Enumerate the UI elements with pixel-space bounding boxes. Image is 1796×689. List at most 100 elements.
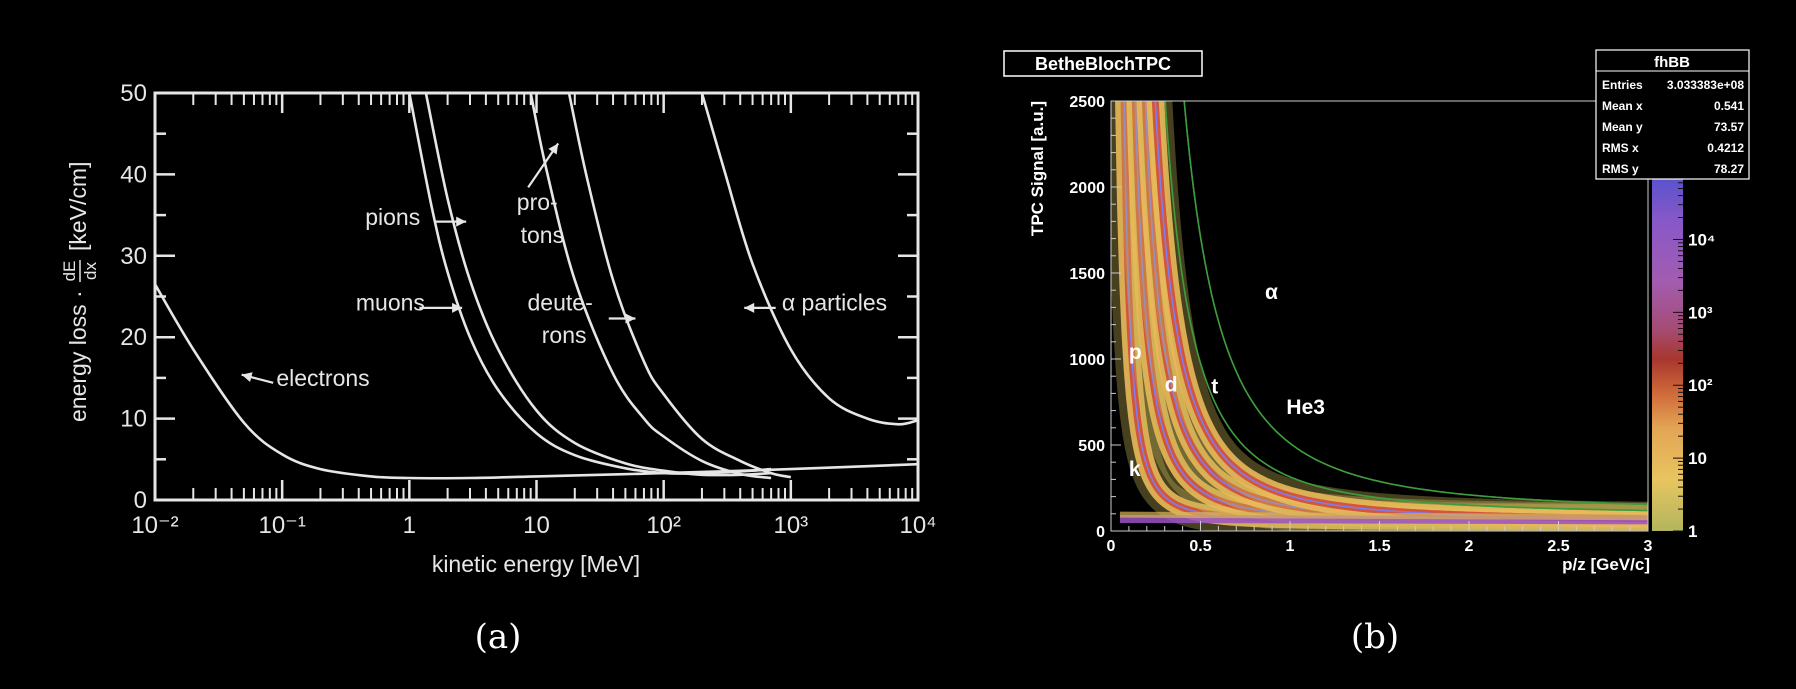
y-tick-label: 500 <box>1078 438 1105 455</box>
x-tick-label: 10⁴ <box>899 512 936 539</box>
curve-particles <box>700 92 919 426</box>
panel-b-title: BetheBlochTPC <box>1035 54 1171 74</box>
panel-a-frame <box>153 91 920 502</box>
label-arrowhead <box>625 313 636 324</box>
series-label: pions <box>365 204 420 230</box>
panel-b-caption: (b) <box>1351 617 1399 657</box>
series-label: α particles <box>782 289 887 315</box>
colorbar-tick-label: 10 <box>1688 449 1707 468</box>
band-label: p <box>1129 341 1142 364</box>
band-He3 <box>1164 101 1648 512</box>
y-label-unit: [keV/cm] <box>65 162 91 251</box>
stats-row-label: RMS x <box>1602 141 1639 155</box>
y-label-frac-den: dx <box>81 262 100 280</box>
x-tick-label: 10³ <box>773 512 808 539</box>
band-label: k <box>1129 458 1141 481</box>
panel-a-chart: 10⁻² 10⁻¹ 1 10 10² 10³ 10⁴ 0 10 20 30 40 50 electron… <box>60 80 937 657</box>
x-tick-label: 1 <box>1286 538 1295 555</box>
y-tick-label: 2000 <box>1069 180 1105 197</box>
x-tick-label: 1.5 <box>1368 538 1390 555</box>
band-label: d <box>1165 374 1178 397</box>
panel-b-y-axis-label: TPC Signal [a.u.] <box>1028 101 1047 236</box>
y-tick-label: 10 <box>120 406 147 433</box>
panel-b-plot-area <box>1111 101 1648 531</box>
series-label: pro- <box>517 189 558 215</box>
y-tick-label: 50 <box>120 80 147 107</box>
colorbar-tick-label: 10² <box>1688 376 1713 395</box>
panel-b-chart: BetheBlochTPC 0 0.5 1 1.5 2 2.5 3 0 500 1000 1500 <box>1003 49 1750 657</box>
x-tick-label: 10⁻² <box>131 512 178 539</box>
panel-b-stats-box: fhBB Entries 3.033383e+08 Mean x 0.541 Mean … <box>1595 49 1750 180</box>
y-tick-label: 40 <box>120 161 147 188</box>
panel-b-ticks <box>1110 100 1649 532</box>
y-label-frac-num: dE <box>60 261 79 282</box>
x-tick-label: 0 <box>1107 538 1116 555</box>
colorbar-tick-label: 10³ <box>1688 303 1713 322</box>
band-label: t <box>1211 375 1218 398</box>
stats-row-value: 3.033383e+08 <box>1667 78 1744 92</box>
series-label: tons <box>521 222 564 248</box>
band-label: α <box>1265 281 1278 304</box>
x-tick-label: 1 <box>403 512 416 539</box>
x-tick-label: 3 <box>1644 538 1653 555</box>
band-α <box>1183 101 1648 506</box>
y-tick-label: 2500 <box>1069 94 1105 111</box>
panel-b-title-box <box>1003 50 1203 77</box>
panel-a-y-axis-label: energy loss · dE dx [keV/cm] <box>60 162 100 422</box>
panel-a-x-axis-label: kinetic energy [MeV] <box>432 551 640 577</box>
panel-b-band-labels: k pd t He3 α <box>1129 281 1325 481</box>
y-tick-label: 1500 <box>1069 266 1105 283</box>
y-tick-label: 0 <box>1096 524 1105 541</box>
curve-muons <box>408 92 772 475</box>
x-tick-label: 2.5 <box>1547 538 1569 555</box>
y-tick-label: 30 <box>120 243 147 270</box>
stats-row-label: Mean y <box>1602 120 1643 134</box>
panel-b-colorbar-ticks: 1 10 10² 10³ 10⁴ <box>1673 104 1715 541</box>
panel-a-tick-labels: 10⁻² 10⁻¹ 1 10 10² 10³ 10⁴ 0 10 20 30 40 50 <box>120 80 936 539</box>
x-tick-label: 10² <box>646 512 681 539</box>
stats-box-name: fhBB <box>1654 54 1690 71</box>
x-tick-label: 10 <box>523 512 550 539</box>
panel-a-arrows <box>241 142 776 384</box>
stats-row-label: Entries <box>1602 78 1643 92</box>
stats-row-value: 0.541 <box>1714 99 1744 113</box>
x-tick-label: 2 <box>1465 538 1474 555</box>
curve-pions <box>424 92 772 477</box>
band-label: He3 <box>1286 396 1325 419</box>
stats-row-value: 0.4212 <box>1707 141 1744 155</box>
stats-row-label: Mean x <box>1602 99 1643 113</box>
stats-row-value: 73.57 <box>1714 120 1744 134</box>
stats-row-label: RMS y <box>1602 162 1639 176</box>
panel-b-bands <box>1111 101 1648 531</box>
y-tick-label: 0 <box>134 487 147 514</box>
band-baseline-halo <box>1119 511 1648 521</box>
colorbar-tick-label: 10⁴ <box>1688 230 1715 249</box>
series-label: rons <box>542 322 587 348</box>
series-label: electrons <box>276 365 369 391</box>
label-arrowhead <box>744 302 755 313</box>
y-label-prefix: energy loss · <box>65 290 91 422</box>
label-arrowhead <box>452 302 463 313</box>
x-tick-label: 10⁻¹ <box>258 512 305 539</box>
panel-b-tick-labels: 0 0.5 1 1.5 2 2.5 3 0 500 1000 1500 2000 2500 <box>1069 94 1652 555</box>
label-arrowhead <box>241 372 253 382</box>
y-tick-label: 20 <box>120 324 147 351</box>
panel-a-series-labels: electrons muons pions pro-tons deute-rons α p… <box>276 189 887 391</box>
panel-a-ticks <box>153 91 920 502</box>
label-arrowhead <box>456 216 467 227</box>
stats-row-value: 78.27 <box>1714 162 1744 176</box>
band-t <box>1138 101 1648 531</box>
x-tick-label: 0.5 <box>1189 538 1211 555</box>
curve-deuterons <box>567 92 792 479</box>
y-tick-label: 1000 <box>1069 352 1105 369</box>
curve-protons <box>529 92 772 480</box>
stats-box-rows: Entries 3.033383e+08 Mean x 0.541 Mean y 73.5… <box>1602 78 1744 176</box>
panel-b-x-axis-label: p/z [GeV/c] <box>1562 555 1650 574</box>
band-baseline <box>1119 514 1648 525</box>
panel-a-curves <box>153 92 919 480</box>
series-label: deute- <box>528 289 593 315</box>
label-arrowhead <box>548 143 559 155</box>
panel-a-caption: (a) <box>475 617 522 657</box>
colorbar-tick-label: 1 <box>1688 522 1697 541</box>
